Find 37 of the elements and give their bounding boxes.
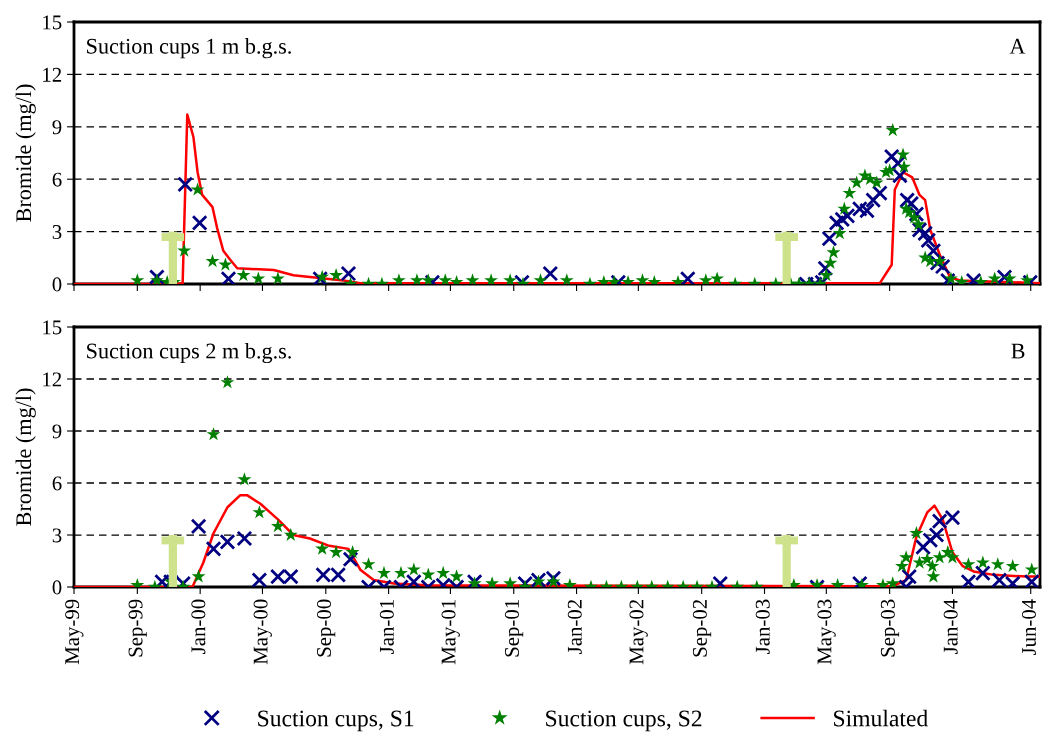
y-tick-label: 12 — [43, 67, 62, 82]
y-tick-label: 6 — [52, 476, 62, 491]
x-tick-label: May-99 — [65, 599, 84, 665]
x-tick-label: Sep-00 — [316, 599, 336, 657]
annotation: A — [1009, 38, 1026, 54]
y-tick-label: 3 — [52, 528, 62, 543]
annotation: B — [1011, 343, 1025, 359]
y-axis-title: Bromide (mg/l) — [15, 388, 36, 526]
x-tick-label: Jun-04 — [1021, 599, 1036, 656]
y-tick-label: 0 — [52, 580, 62, 595]
y-axis-title: Bromide (mg/l) — [15, 84, 36, 222]
y-tick-label: 15 — [43, 15, 62, 30]
x-tick-label: Jan-04 — [943, 599, 958, 654]
x-tick-label: Sep-02 — [692, 599, 712, 657]
x-tick-label: Jan-02 — [567, 599, 582, 654]
y-tick-label: 15 — [43, 320, 62, 335]
y-tick-label: 6 — [52, 172, 62, 187]
y-tick-label: 0 — [52, 277, 62, 292]
legend-label: Simulated — [834, 709, 928, 727]
y-tick-label: 9 — [52, 120, 62, 135]
x-tick-label: May-03 — [817, 599, 836, 665]
x-tick-label: Jan-00 — [191, 599, 206, 654]
legend-label: Suction cups, S1 — [258, 710, 414, 732]
x-tick-label: May-00 — [253, 599, 272, 665]
y-tick-label: 12 — [43, 372, 62, 387]
x-tick-label: Sep-01 — [504, 600, 524, 657]
x-tick-label: Jan-01 — [379, 600, 394, 654]
y-tick-label: 3 — [52, 225, 62, 240]
x-tick-label: Jan-03 — [755, 599, 770, 654]
y-tick-label: 9 — [52, 424, 62, 439]
annotation: Suction cups 2 m b.g.s. — [87, 342, 291, 364]
legend-label: Suction cups, S2 — [546, 710, 702, 732]
x-tick-label: Sep-99 — [128, 599, 147, 657]
annotation: Suction cups 1 m b.g.s. — [87, 38, 291, 59]
x-tick-label: Sep-03 — [880, 599, 900, 657]
x-tick-label: May-02 — [629, 599, 648, 665]
x-tick-label: May-01 — [441, 600, 460, 665]
